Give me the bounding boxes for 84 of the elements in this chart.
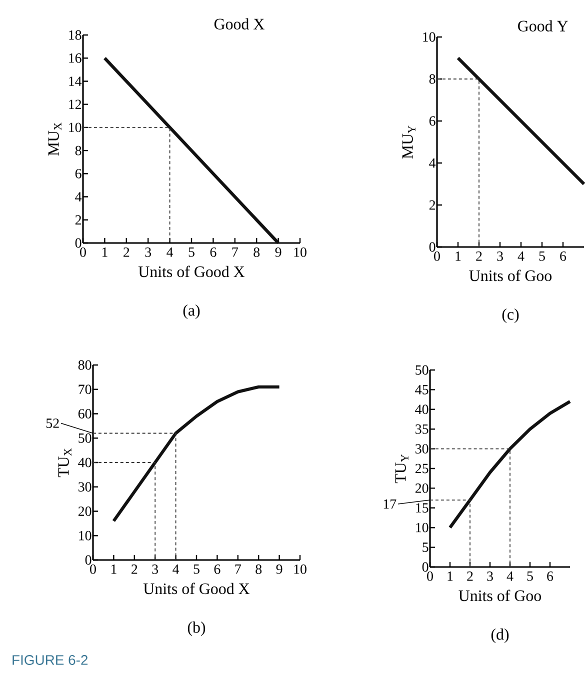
y-tick-label: 15 xyxy=(416,503,428,513)
y-tick-label: 14 xyxy=(69,76,82,86)
y-tick-label: 10 xyxy=(79,530,92,540)
x-tick-label: 3 xyxy=(145,248,152,257)
x-tick-label: 6 xyxy=(547,572,554,581)
chart-title: Good X xyxy=(214,18,264,30)
chart-title: Good Y xyxy=(518,20,568,32)
x-tick-label: 5 xyxy=(194,564,200,574)
x-tick-label: 9 xyxy=(275,248,282,257)
x-axis-title: Units of Good X xyxy=(138,266,245,278)
x-tick-label: 4 xyxy=(172,564,180,574)
x-tick-label: 2 xyxy=(476,252,482,261)
y-tick-label: 0 xyxy=(75,238,82,248)
x-tick-label: 5 xyxy=(527,572,533,581)
x-tick-label: 1 xyxy=(102,248,108,257)
x-tick-label: 2 xyxy=(467,572,473,581)
y-axis-title: MU$_{X}$ xyxy=(48,122,62,156)
y-tick-label: 50 xyxy=(416,365,428,375)
y-tick-label: 2 xyxy=(75,215,82,224)
text: (a) xyxy=(183,304,200,319)
y-tick-label: 50 xyxy=(78,433,92,443)
y-axis-title: TU$_{X}$ xyxy=(58,448,72,478)
text: (b) xyxy=(188,622,206,636)
x-tick-label: 6 xyxy=(210,248,216,257)
x-tick-label: 3 xyxy=(497,252,503,261)
y-tick-label: 30 xyxy=(78,482,92,492)
x-tick-label: 5 xyxy=(188,248,194,257)
y-tick-label: 10 xyxy=(423,32,436,42)
x-tick-label: 9 xyxy=(276,564,282,574)
x-tick-label: 1 xyxy=(111,564,116,574)
x-tick-label: 1 xyxy=(456,252,461,261)
x-tick-label: 4 xyxy=(518,252,524,261)
x-tick-label: 7 xyxy=(232,248,238,257)
y-tick-label: 16 xyxy=(69,53,82,63)
text: (c) xyxy=(502,308,519,323)
x-tick-label: 3 xyxy=(152,564,158,574)
y-tick-label: 70 xyxy=(78,384,92,394)
y-tick-label: 60 xyxy=(78,409,92,418)
text: (d) xyxy=(491,628,509,643)
y-tick-label: 12 xyxy=(69,100,82,109)
y-tick-label: 4 xyxy=(75,192,82,202)
y-tick-label: 6 xyxy=(75,168,82,178)
y-tick-label: 8 xyxy=(75,146,82,156)
y-tick-label: 8 xyxy=(429,74,436,84)
x-tick-label: 6 xyxy=(560,252,566,261)
x-tick-label: 2 xyxy=(124,248,130,257)
y-tick-label: 4 xyxy=(429,158,436,168)
y-axis-title: TU$_{Y}$ xyxy=(395,454,408,484)
x-tick-label: 8 xyxy=(254,248,260,257)
x-axis-title: Units of Goo xyxy=(458,590,541,602)
x-tick-label: 2 xyxy=(132,564,138,574)
y-tick-label: 40 xyxy=(78,458,92,468)
y-tick-label: 6 xyxy=(429,116,436,126)
x-tick-label: 10 xyxy=(294,248,306,257)
x-tick-label: 8 xyxy=(256,564,262,574)
caption: FIGURE 6-2 xyxy=(12,655,88,665)
x-tick-label: 3 xyxy=(487,572,493,581)
x-tick-label: 5 xyxy=(539,252,545,261)
line-series xyxy=(448,400,572,530)
x-tick-label: 7 xyxy=(235,564,241,574)
y-tick-label: 18 xyxy=(69,30,82,40)
annotation: 52 xyxy=(46,418,59,428)
x-tick-label: 1 xyxy=(448,572,453,581)
annotation: 17 xyxy=(384,499,396,509)
y-tick-label: 45 xyxy=(415,385,428,394)
y-tick-label: 10 xyxy=(69,122,82,132)
y-tick-label: 80 xyxy=(78,360,92,370)
y-tick-label: 10 xyxy=(416,522,428,532)
y-tick-label: 20 xyxy=(78,506,92,516)
x-axis-title: Units of Goo xyxy=(469,270,552,282)
y-tick-label: 30 xyxy=(416,444,428,454)
y-axis-title: MU$_{Y}$ xyxy=(402,126,416,159)
y-tick-label: 35 xyxy=(416,424,428,434)
x-tick-label: 4 xyxy=(166,248,174,257)
y-tick-label: 25 xyxy=(415,464,428,474)
y-tick-label: 40 xyxy=(415,404,428,414)
x-axis-title: Units of Good X xyxy=(143,582,250,594)
x-tick-label: 4 xyxy=(506,572,514,581)
y-tick-label: 2 xyxy=(429,200,436,210)
y-tick-label: 5 xyxy=(422,542,428,552)
x-tick-label: 10 xyxy=(294,564,306,574)
y-tick-label: 0 xyxy=(85,555,92,565)
x-tick-label: 6 xyxy=(214,564,220,574)
y-tick-label: 20 xyxy=(415,483,428,493)
